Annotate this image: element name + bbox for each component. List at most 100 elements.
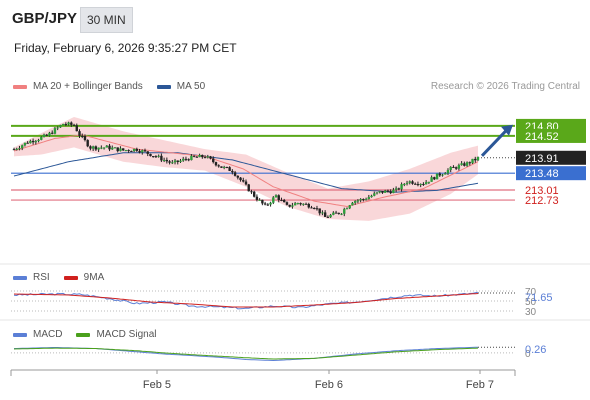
candle-body bbox=[433, 177, 436, 180]
candle-body bbox=[438, 173, 441, 176]
candle bbox=[313, 207, 316, 210]
credit-text: Research © 2026 Trading Central bbox=[430, 81, 580, 92]
macd-value-label: 0.26 bbox=[525, 344, 546, 356]
candle bbox=[152, 156, 155, 158]
candle-body bbox=[318, 208, 321, 214]
candle bbox=[321, 210, 324, 216]
candle bbox=[83, 134, 87, 142]
macd-line bbox=[14, 346, 479, 362]
candle-body bbox=[132, 148, 136, 152]
candle-body bbox=[345, 208, 349, 210]
legend-label-ma50: MA 50 bbox=[176, 81, 206, 92]
candle bbox=[285, 201, 289, 206]
candle-body bbox=[212, 158, 215, 163]
candle bbox=[59, 124, 62, 128]
candle-body bbox=[288, 204, 291, 207]
candle bbox=[220, 166, 223, 168]
candle-body bbox=[321, 212, 324, 214]
candle-body bbox=[236, 175, 240, 178]
macd-legend: MACD MACD Signal bbox=[13, 329, 170, 340]
candle-body bbox=[231, 170, 234, 173]
candle bbox=[146, 151, 149, 157]
candle-body bbox=[313, 208, 316, 210]
candle bbox=[323, 210, 327, 217]
candle-body bbox=[280, 199, 283, 201]
macd-tick-0: 0 bbox=[525, 349, 531, 360]
candle bbox=[187, 158, 190, 162]
candle bbox=[288, 204, 291, 208]
candle-body bbox=[397, 188, 401, 190]
candle bbox=[343, 207, 346, 217]
bollinger-band bbox=[14, 116, 478, 221]
candle-body bbox=[389, 191, 392, 194]
candle bbox=[307, 202, 310, 209]
candle-body bbox=[141, 150, 144, 153]
candle bbox=[471, 158, 474, 165]
candle bbox=[375, 192, 379, 195]
candle-body bbox=[424, 182, 428, 185]
candle-body bbox=[454, 167, 458, 169]
candle-body bbox=[476, 157, 480, 161]
candle bbox=[168, 160, 171, 165]
candle-body bbox=[247, 184, 250, 192]
candle bbox=[449, 166, 452, 173]
candle-body bbox=[97, 147, 100, 150]
candle-body bbox=[173, 160, 177, 163]
candle-body bbox=[435, 173, 439, 180]
candle bbox=[86, 139, 89, 148]
candle bbox=[233, 170, 237, 177]
candle-body bbox=[20, 145, 24, 149]
ma20-line bbox=[13, 134, 479, 208]
candle-body bbox=[323, 212, 327, 217]
candle bbox=[351, 201, 354, 206]
candle-body bbox=[310, 207, 313, 209]
candle bbox=[91, 145, 95, 152]
candle-body bbox=[53, 128, 57, 134]
candle-body bbox=[414, 183, 417, 185]
timeframe-button[interactable]: 30 MIN bbox=[80, 7, 133, 33]
candle bbox=[293, 201, 297, 206]
candle-body bbox=[75, 125, 78, 132]
candle bbox=[111, 145, 114, 150]
candle bbox=[258, 198, 261, 201]
candle-body bbox=[127, 150, 130, 152]
candle bbox=[269, 201, 272, 207]
candle-body bbox=[302, 203, 305, 205]
candle bbox=[176, 160, 179, 165]
candle bbox=[195, 155, 199, 158]
candle-body bbox=[457, 165, 461, 169]
candle bbox=[250, 189, 253, 195]
candle-body bbox=[105, 145, 108, 148]
candle bbox=[42, 133, 46, 138]
ma20-swatch bbox=[13, 84, 27, 89]
candle bbox=[157, 154, 160, 158]
9ma-swatch bbox=[63, 275, 78, 280]
candle-body bbox=[94, 146, 98, 150]
candle bbox=[201, 154, 204, 159]
candle-body bbox=[274, 195, 278, 198]
candle-body bbox=[149, 153, 152, 157]
candle bbox=[359, 198, 362, 203]
candle bbox=[419, 183, 422, 188]
candle bbox=[127, 149, 130, 153]
candle bbox=[403, 183, 406, 187]
candle-body bbox=[329, 214, 332, 218]
candle bbox=[29, 139, 32, 144]
candle bbox=[160, 153, 163, 163]
legend-label-9ma: 9MA bbox=[83, 272, 105, 283]
candle bbox=[389, 189, 392, 195]
candle-body bbox=[138, 150, 141, 153]
candle-body bbox=[250, 191, 253, 193]
candle-body bbox=[86, 140, 89, 147]
candle bbox=[424, 180, 428, 185]
candle bbox=[31, 138, 35, 145]
candle bbox=[370, 194, 373, 198]
level-label-213.01: 213.01 bbox=[525, 185, 559, 197]
candle-body bbox=[296, 203, 300, 205]
candle bbox=[378, 190, 381, 194]
candle-body bbox=[449, 166, 452, 170]
x-tick-label: Feb 7 bbox=[466, 379, 494, 391]
candle bbox=[463, 161, 466, 167]
candle bbox=[261, 199, 264, 206]
candle bbox=[130, 150, 133, 152]
